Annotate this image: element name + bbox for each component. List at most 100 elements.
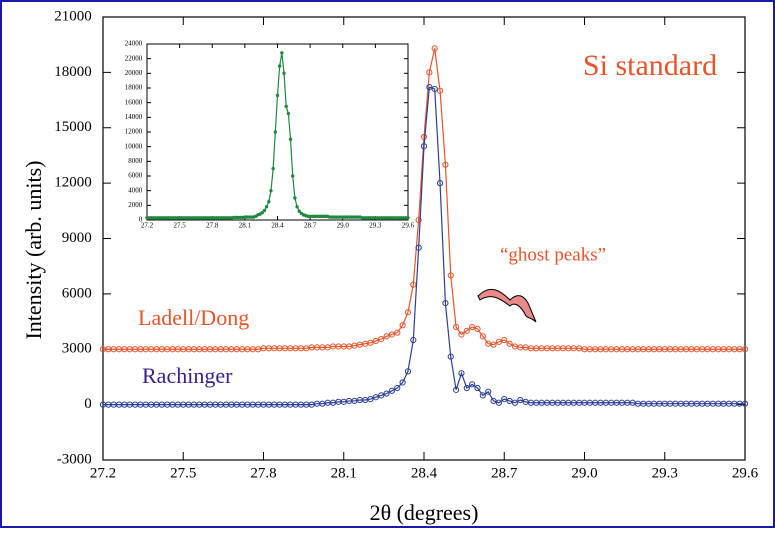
data-point bbox=[280, 51, 284, 55]
data-point bbox=[394, 384, 401, 392]
data-point bbox=[399, 379, 406, 386]
data-point bbox=[273, 130, 278, 134]
data-point bbox=[469, 324, 476, 331]
x-tick-label: 28.4 bbox=[271, 222, 284, 230]
data-point bbox=[474, 384, 481, 392]
x-tick-label: 27.2 bbox=[90, 465, 116, 481]
data-point bbox=[406, 216, 410, 220]
data-point bbox=[293, 196, 297, 200]
data-point bbox=[271, 166, 275, 171]
y-tick-label: 21000 bbox=[54, 8, 92, 24]
y-tick-label: 14000 bbox=[125, 113, 143, 121]
data-point bbox=[479, 333, 486, 340]
data-point bbox=[277, 64, 282, 68]
x-tick-label: 28.7 bbox=[491, 465, 518, 481]
data-point bbox=[284, 104, 288, 109]
y-tick-label: 20000 bbox=[125, 69, 143, 77]
data-point bbox=[282, 71, 286, 76]
series-label: Rachinger bbox=[142, 363, 233, 388]
y-tick-label: 10000 bbox=[125, 142, 143, 150]
data-point bbox=[404, 309, 412, 316]
data-point bbox=[372, 337, 379, 345]
data-point bbox=[447, 353, 454, 360]
y-tick-label: 18000 bbox=[125, 84, 143, 92]
data-point bbox=[490, 341, 497, 348]
annotation: “ghost peaks” bbox=[500, 244, 606, 265]
series-line bbox=[103, 86, 745, 406]
data-point bbox=[267, 199, 271, 204]
data-point bbox=[291, 174, 295, 178]
x-tick-label: 27.5 bbox=[170, 465, 196, 481]
y-tick-label: 6000 bbox=[62, 285, 92, 301]
data-point bbox=[299, 211, 304, 216]
y-tick-label: 2000 bbox=[128, 201, 143, 209]
data-point bbox=[275, 93, 280, 98]
data-point bbox=[453, 324, 460, 331]
data-point bbox=[741, 400, 749, 407]
y-tick-label: 15000 bbox=[54, 119, 92, 135]
x-tick-label: 28.7 bbox=[304, 222, 317, 230]
data-point bbox=[463, 327, 470, 334]
x-tick-label: 27.8 bbox=[206, 222, 219, 230]
data-point bbox=[262, 208, 267, 213]
data-point bbox=[517, 396, 524, 404]
y-tick-label: 6000 bbox=[128, 172, 143, 180]
data-point bbox=[399, 322, 406, 329]
data-point bbox=[485, 388, 492, 395]
y-tick-label: 0 bbox=[139, 216, 143, 224]
data-point bbox=[297, 209, 301, 213]
y-tick-label: 16000 bbox=[125, 98, 143, 106]
data-point bbox=[490, 397, 497, 405]
data-point bbox=[453, 386, 460, 393]
data-point bbox=[458, 331, 465, 338]
x-tick-label: 27.2 bbox=[141, 222, 154, 230]
data-point bbox=[260, 210, 264, 215]
y-tick-label: 22000 bbox=[125, 54, 143, 62]
data-point bbox=[394, 329, 401, 336]
data-point bbox=[426, 84, 433, 91]
data-point bbox=[511, 399, 519, 406]
data-point bbox=[383, 333, 390, 340]
data-point bbox=[415, 244, 422, 251]
data-point bbox=[436, 180, 444, 187]
data-point bbox=[372, 394, 379, 401]
data-point bbox=[506, 340, 513, 347]
data-point bbox=[495, 399, 502, 406]
data-point bbox=[269, 188, 273, 193]
x-tick-label: 29.3 bbox=[652, 465, 678, 481]
x-tick-label: 28.1 bbox=[331, 465, 357, 481]
data-point bbox=[388, 387, 395, 394]
data-point bbox=[431, 85, 438, 93]
data-point bbox=[410, 281, 417, 288]
data-point bbox=[415, 216, 422, 224]
x-tick-label: 28.1 bbox=[239, 222, 252, 230]
data-point bbox=[463, 384, 470, 392]
data-point bbox=[295, 205, 299, 209]
data-point bbox=[447, 272, 454, 279]
data-point bbox=[388, 331, 395, 338]
data-point bbox=[426, 69, 433, 76]
chart-title: Si standard bbox=[583, 49, 717, 82]
data-point bbox=[442, 161, 449, 168]
x-tick-label: 29.6 bbox=[402, 222, 415, 230]
data-point bbox=[479, 392, 486, 399]
series-line bbox=[103, 48, 745, 350]
x-tick-label: 29.0 bbox=[337, 222, 350, 230]
data-point bbox=[501, 395, 508, 403]
y-axis-label: Intensity (arb. units) bbox=[21, 160, 46, 339]
y-tick-label: 9000 bbox=[62, 230, 92, 246]
data-point bbox=[741, 346, 749, 353]
x-axis-label: 2θ (degrees) bbox=[370, 500, 479, 525]
y-tick-label: 12000 bbox=[54, 175, 92, 191]
y-tick-label: 8000 bbox=[128, 157, 143, 165]
x-tick-label: 29.3 bbox=[369, 222, 382, 230]
data-point bbox=[404, 368, 412, 375]
y-tick-label: 0 bbox=[84, 396, 92, 412]
data-point bbox=[367, 339, 374, 346]
y-tick-label: 12000 bbox=[125, 128, 143, 136]
data-point bbox=[286, 111, 291, 116]
x-tick-label: 29.6 bbox=[732, 465, 759, 481]
y-tick-label: 3000 bbox=[62, 341, 92, 357]
data-point bbox=[383, 390, 390, 397]
x-tick-label: 29.0 bbox=[571, 465, 597, 481]
